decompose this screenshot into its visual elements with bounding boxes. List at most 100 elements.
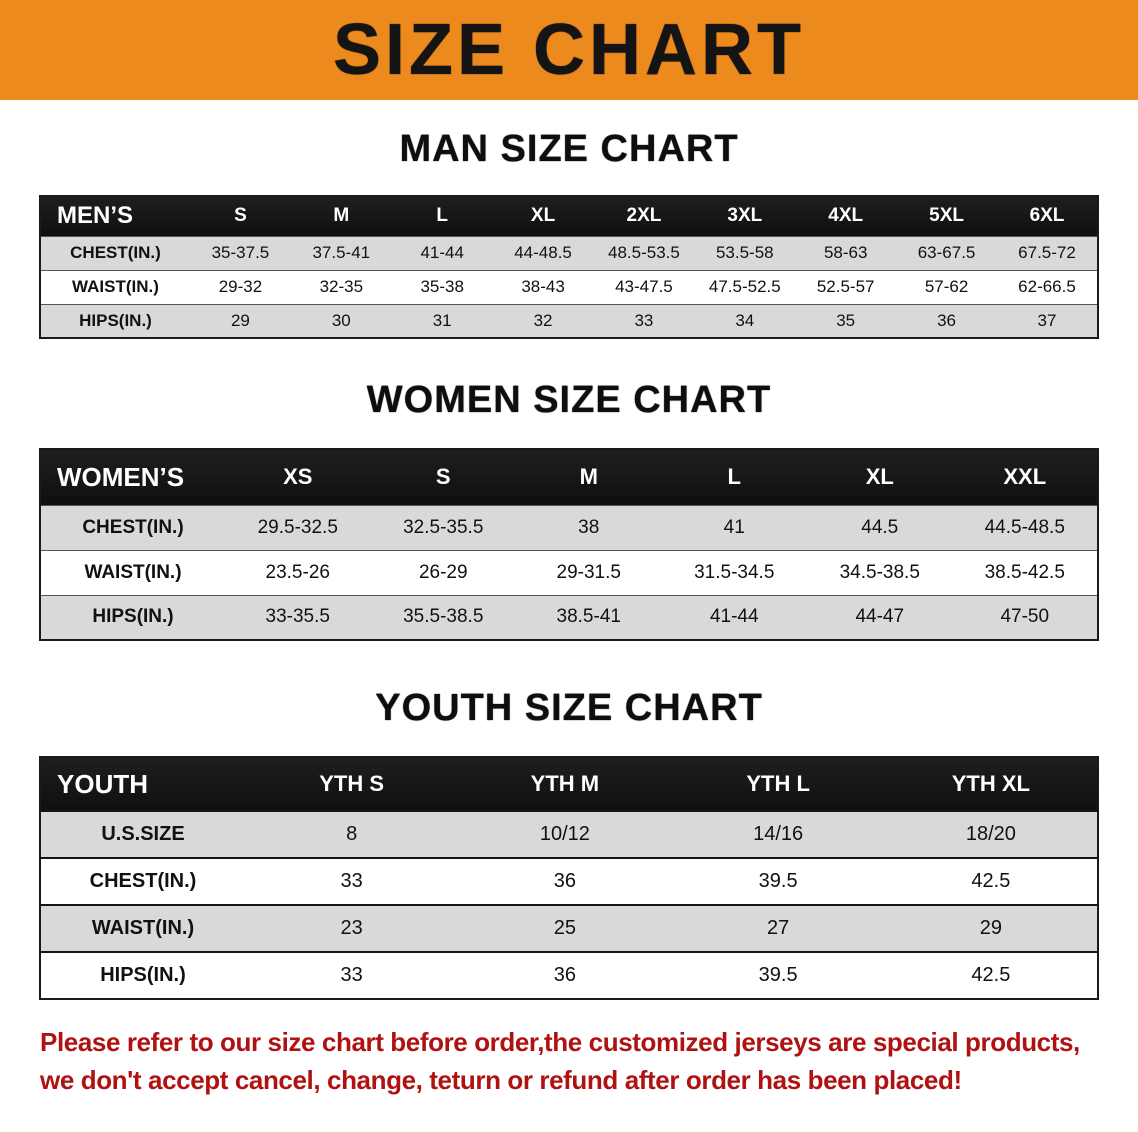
size-value-cell: 23.5-26 bbox=[265, 561, 330, 583]
size-value-cell: 35 bbox=[836, 310, 856, 330]
size-chart-page: SIZE CHART MAN SIZE CHART MEN’S S M L XL 2XL 3… bbox=[0, 0, 1138, 1099]
size-value-cell: 29-31.5 bbox=[556, 561, 621, 583]
row-label-cell: CHEST(IN.) bbox=[89, 870, 197, 892]
banner-title: SIZE CHART bbox=[333, 10, 805, 90]
size-column-header: XL bbox=[865, 464, 894, 490]
size-value-cell: 41-44 bbox=[420, 243, 464, 262]
measurement-row: WAIST(IN.) 23.5-26 26-29 29-31.5 31.5-34.5 34… bbox=[40, 550, 1098, 595]
size-value-cell: 44-48.5 bbox=[514, 243, 572, 262]
measurement-row: CHEST(IN.) 29.5-32.5 32.5-35.5 38 41 44.5 44.5… bbox=[40, 505, 1098, 550]
size-value-cell: 38.5-42.5 bbox=[984, 561, 1065, 583]
size-value-cell: 41 bbox=[723, 516, 745, 538]
size-value-cell: 31 bbox=[432, 310, 452, 330]
size-value-cell: 29.5-32.5 bbox=[257, 516, 338, 538]
size-value-cell: 36 bbox=[553, 870, 576, 892]
size-value-cell: 52.5-57 bbox=[816, 277, 875, 296]
size-value-cell: 47.5-52.5 bbox=[708, 277, 781, 296]
size-value-cell: 34.5-38.5 bbox=[839, 561, 920, 583]
size-value-cell: 57-62 bbox=[924, 277, 969, 296]
size-column-header: 2XL bbox=[626, 205, 662, 227]
size-value-cell: 38-43 bbox=[521, 277, 565, 296]
size-column-header: L bbox=[727, 464, 741, 490]
size-value-cell: 35-37.5 bbox=[211, 243, 270, 262]
size-value-cell: 23 bbox=[340, 917, 363, 939]
size-column-header: YTH L bbox=[746, 771, 810, 796]
row-label-cell: WAIST(IN.) bbox=[84, 561, 182, 583]
size-value-cell: 35.5-38.5 bbox=[403, 606, 484, 628]
measurement-row: U.S.SIZE 8 10/12 14/16 18/20 bbox=[40, 811, 1098, 858]
row-label-cell: HIPS(IN.) bbox=[79, 310, 152, 330]
size-value-cell: 36 bbox=[937, 310, 957, 330]
men-section-heading: MAN SIZE CHART bbox=[399, 128, 739, 170]
size-value-cell: 41-44 bbox=[709, 606, 759, 628]
disclaimer-line-2: we don't accept cancel, change, teturn o… bbox=[40, 1064, 962, 1095]
women-size-table: WOMEN’S XS S M L XL XXL CHEST(IN.) 29.5-32.5 32.5… bbox=[39, 448, 1099, 641]
size-value-cell: 37 bbox=[1037, 310, 1057, 330]
size-value-cell: 18/20 bbox=[965, 823, 1016, 845]
size-value-cell: 37.5-41 bbox=[312, 243, 371, 262]
row-label-cell: WAIST(IN.) bbox=[72, 277, 159, 296]
size-value-cell: 27 bbox=[767, 917, 790, 939]
size-value-cell: 48.5-53.5 bbox=[608, 243, 680, 262]
size-column-header: 4XL bbox=[828, 205, 864, 227]
youth-section-heading: YOUTH SIZE CHART bbox=[375, 687, 763, 729]
size-value-cell: 10/12 bbox=[539, 823, 590, 845]
row-label-cell: CHEST(IN.) bbox=[70, 243, 161, 262]
size-value-cell: 33 bbox=[340, 964, 363, 986]
size-value-cell: 42.5 bbox=[971, 870, 1011, 892]
size-value-cell: 25 bbox=[553, 917, 576, 939]
disclaimer: Please refer to our size chart before or… bbox=[40, 1024, 1104, 1099]
measurement-row: WAIST(IN.) 29-32 32-35 35-38 38-43 43-47.5 47.… bbox=[40, 270, 1098, 304]
size-value-cell: 58-63 bbox=[823, 243, 868, 262]
measurement-row: HIPS(IN.) 29 30 31 32 33 34 35 36 37 bbox=[40, 304, 1098, 338]
table-title-cell: WOMEN’S bbox=[57, 461, 185, 492]
size-value-cell: 67.5-72 bbox=[1018, 243, 1076, 262]
size-column-header: M bbox=[333, 205, 350, 227]
size-value-cell: 8 bbox=[346, 823, 358, 845]
size-value-cell: 33 bbox=[340, 870, 363, 892]
size-value-cell: 29 bbox=[979, 917, 1002, 939]
size-column-header: YTH S bbox=[319, 771, 385, 796]
size-column-header: S bbox=[435, 464, 451, 490]
size-column-header: S bbox=[234, 205, 247, 227]
measurement-row: WAIST(IN.) 23 25 27 29 bbox=[40, 905, 1098, 952]
size-value-cell: 33-35.5 bbox=[265, 606, 330, 628]
size-value-cell: 47-50 bbox=[1000, 606, 1050, 628]
size-value-cell: 44.5 bbox=[861, 516, 899, 538]
section-women: WOMEN SIZE CHART WOMEN’S XS S M L XL XXL CHEST(… bbox=[0, 339, 1138, 641]
size-value-cell: 44.5-48.5 bbox=[984, 516, 1065, 538]
row-label-cell: CHEST(IN.) bbox=[82, 516, 184, 538]
table-title-cell: MEN’S bbox=[57, 202, 134, 230]
row-label-cell: U.S.SIZE bbox=[101, 823, 185, 845]
section-men: MAN SIZE CHART MEN’S S M L XL 2XL 3XL 4XL 5XL 6XL… bbox=[0, 100, 1138, 339]
size-value-cell: 33 bbox=[634, 310, 654, 330]
size-value-cell: 44-47 bbox=[855, 606, 905, 628]
size-column-header: YTH M bbox=[530, 771, 600, 796]
size-value-cell: 35-38 bbox=[420, 277, 464, 296]
measurement-row: CHEST(IN.) 33 36 39.5 42.5 bbox=[40, 858, 1098, 905]
disclaimer-line-1: Please refer to our size chart before or… bbox=[40, 1027, 1080, 1057]
size-value-cell: 62-66.5 bbox=[1018, 277, 1076, 296]
size-column-header: M bbox=[579, 464, 598, 490]
size-value-cell: 14/16 bbox=[753, 823, 804, 845]
size-value-cell: 39.5 bbox=[758, 870, 798, 892]
size-value-cell: 36 bbox=[553, 964, 576, 986]
size-value-cell: 38.5-41 bbox=[556, 606, 621, 628]
row-label-cell: WAIST(IN.) bbox=[91, 917, 195, 939]
section-youth: YOUTH SIZE CHART YOUTH YTH S YTH M YTH L YTH… bbox=[0, 641, 1138, 1000]
size-value-cell: 29 bbox=[230, 310, 250, 330]
size-column-header: L bbox=[436, 205, 448, 227]
table-header-row: YOUTH YTH S YTH M YTH L YTH XL bbox=[40, 757, 1098, 811]
women-section-heading: WOMEN SIZE CHART bbox=[366, 379, 772, 421]
size-value-cell: 34 bbox=[735, 310, 755, 330]
size-value-cell: 32 bbox=[533, 310, 553, 330]
size-value-cell: 26-29 bbox=[418, 561, 468, 583]
measurement-row: CHEST(IN.) 35-37.5 37.5-41 41-44 44-48.5 48.5… bbox=[40, 236, 1098, 270]
table-header-row: MEN’S S M L XL 2XL 3XL 4XL 5XL 6XL bbox=[40, 196, 1098, 236]
youth-size-table: YOUTH YTH S YTH M YTH L YTH XL U.S.SIZE 8 10/12… bbox=[39, 756, 1099, 1000]
row-label-cell: HIPS(IN.) bbox=[92, 606, 174, 628]
size-column-header: XXL bbox=[1003, 464, 1047, 490]
size-value-cell: 63-67.5 bbox=[917, 243, 976, 262]
size-column-header: XL bbox=[530, 205, 556, 227]
size-value-cell: 39.5 bbox=[758, 964, 798, 986]
